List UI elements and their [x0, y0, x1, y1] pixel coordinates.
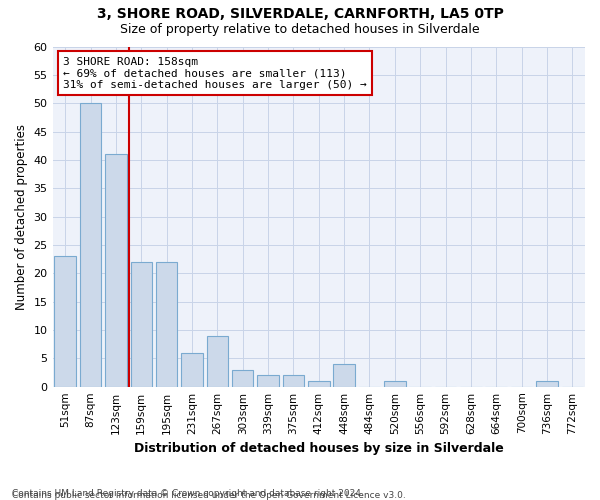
- Text: 3, SHORE ROAD, SILVERDALE, CARNFORTH, LA5 0TP: 3, SHORE ROAD, SILVERDALE, CARNFORTH, LA…: [97, 8, 503, 22]
- Bar: [536, 381, 558, 386]
- Bar: [105, 154, 127, 386]
- Bar: [156, 262, 178, 386]
- Bar: [283, 376, 304, 386]
- Text: Contains HM Land Registry data © Crown copyright and database right 2024.: Contains HM Land Registry data © Crown c…: [12, 488, 364, 498]
- Bar: [55, 256, 76, 386]
- Bar: [131, 262, 152, 386]
- Text: Size of property relative to detached houses in Silverdale: Size of property relative to detached ho…: [120, 22, 480, 36]
- Bar: [181, 352, 203, 386]
- Text: 3 SHORE ROAD: 158sqm
← 69% of detached houses are smaller (113)
31% of semi-deta: 3 SHORE ROAD: 158sqm ← 69% of detached h…: [63, 56, 367, 90]
- Bar: [232, 370, 253, 386]
- Text: Contains public sector information licensed under the Open Government Licence v3: Contains public sector information licen…: [12, 491, 406, 500]
- Bar: [308, 381, 329, 386]
- Bar: [80, 103, 101, 387]
- Bar: [257, 376, 279, 386]
- Bar: [334, 364, 355, 386]
- Y-axis label: Number of detached properties: Number of detached properties: [15, 124, 28, 310]
- X-axis label: Distribution of detached houses by size in Silverdale: Distribution of detached houses by size …: [134, 442, 503, 455]
- Bar: [384, 381, 406, 386]
- Bar: [206, 336, 228, 386]
